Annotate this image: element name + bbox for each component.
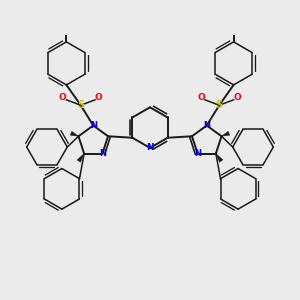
Polygon shape (221, 131, 230, 136)
Text: S: S (77, 100, 84, 110)
Text: N: N (194, 149, 201, 158)
Text: N: N (99, 149, 106, 158)
Text: N: N (146, 143, 154, 152)
Text: S: S (216, 100, 223, 110)
Polygon shape (70, 131, 79, 136)
Text: O: O (95, 93, 103, 102)
Text: N: N (203, 121, 210, 130)
Text: N: N (90, 121, 97, 130)
Polygon shape (77, 154, 84, 162)
Polygon shape (216, 154, 223, 162)
Text: O: O (233, 93, 241, 102)
Text: O: O (197, 93, 205, 102)
Text: O: O (59, 93, 67, 102)
